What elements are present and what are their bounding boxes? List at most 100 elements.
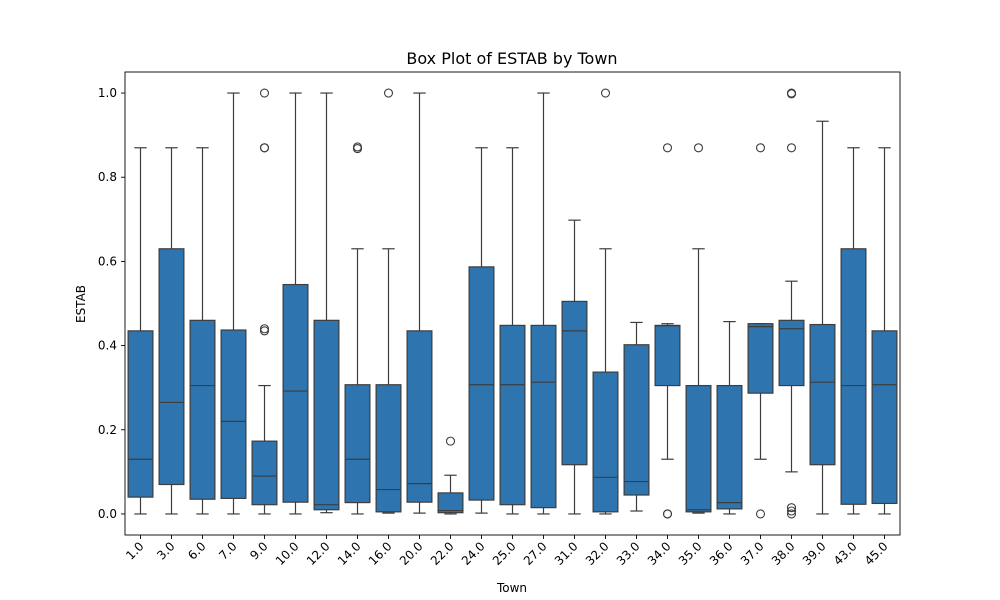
y-tick-label: 0.0 [98, 507, 117, 521]
outlier-point [786, 143, 797, 153]
iqr-box [406, 330, 433, 503]
outlier-point [755, 509, 766, 519]
box-group [189, 147, 216, 515]
box-group [251, 88, 278, 515]
outlier-point [662, 509, 673, 519]
box-group [468, 147, 495, 514]
outlier-point [693, 143, 704, 153]
x-tick-label: 45.0 [862, 539, 891, 568]
box-group [158, 147, 185, 515]
box-group [778, 88, 805, 519]
iqr-box [809, 323, 836, 466]
iqr-box [158, 248, 185, 486]
y-tick-label: 0.6 [98, 254, 117, 268]
box-group [747, 143, 774, 519]
iqr-box [530, 324, 557, 509]
outlier-point [259, 324, 270, 334]
iqr-box [716, 384, 743, 510]
iqr-box [468, 266, 495, 501]
outlier-point [786, 503, 797, 513]
x-tick-label: 10.0 [273, 539, 302, 568]
iqr-box [623, 344, 650, 496]
iqr-box [561, 300, 588, 466]
x-tick-label: 34.0 [645, 539, 674, 568]
outlier-point [445, 436, 456, 446]
iqr-box [220, 329, 247, 499]
iqr-box [313, 319, 340, 511]
box-group [406, 92, 433, 514]
x-tick-label: 38.0 [769, 539, 798, 568]
outlier-point [352, 142, 363, 152]
outlier-point [662, 143, 673, 153]
x-tick-label: 27.0 [521, 539, 550, 568]
box-group [840, 147, 867, 515]
outlier-point [786, 506, 797, 516]
box-group [220, 92, 247, 515]
box-group [499, 147, 526, 515]
box-group [809, 120, 836, 515]
iqr-box [654, 324, 681, 387]
y-tick-label: 0.8 [98, 170, 117, 184]
outlier-point [383, 88, 394, 98]
chart-title: Box Plot of ESTAB by Town [406, 49, 617, 68]
box-group [654, 143, 681, 519]
plot-area [127, 88, 898, 519]
box-group [716, 320, 743, 515]
y-axis-label: ESTAB [74, 285, 88, 323]
x-tick-label: 14.0 [335, 539, 364, 568]
y-tick-label: 1.0 [98, 86, 117, 100]
x-tick-label: 32.0 [583, 539, 612, 568]
iqr-box [344, 384, 371, 504]
x-tick-label: 22.0 [428, 539, 457, 568]
box-group [282, 92, 309, 515]
box-group [437, 436, 464, 515]
box-group [561, 219, 588, 515]
iqr-box [499, 324, 526, 506]
x-axis-label: Town [496, 581, 527, 595]
outlier-point [755, 143, 766, 153]
box-group [685, 143, 712, 514]
box-group [313, 92, 340, 514]
box-group [530, 92, 557, 515]
x-tick-label: 3.0 [154, 539, 177, 562]
outlier-point [786, 88, 797, 98]
box-group [871, 147, 898, 515]
outlier-point [259, 88, 270, 98]
x-tick-label: 12.0 [304, 539, 333, 568]
iqr-box [592, 371, 619, 513]
iqr-box [871, 330, 898, 505]
outlier-point [600, 88, 611, 98]
y-tick-label: 0.4 [98, 339, 117, 353]
x-tick-label: 16.0 [366, 539, 395, 568]
box-group [375, 88, 402, 514]
x-tick-label: 37.0 [738, 539, 767, 568]
x-tick-label: 1.0 [123, 539, 146, 562]
x-tick-label: 6.0 [185, 539, 208, 562]
x-tick-label: 24.0 [459, 539, 488, 568]
x-tick-label: 39.0 [800, 539, 829, 568]
iqr-box [747, 323, 774, 394]
x-tick-label: 33.0 [614, 539, 643, 568]
x-tick-label: 35.0 [676, 539, 705, 568]
box-group [344, 142, 371, 515]
iqr-box [127, 330, 154, 498]
iqr-box [189, 319, 216, 500]
box-group [623, 321, 650, 512]
iqr-box [282, 283, 309, 503]
iqr-box [778, 319, 805, 387]
iqr-box [251, 440, 278, 506]
x-tick-label: 25.0 [490, 539, 519, 568]
x-tick-label: 20.0 [397, 539, 426, 568]
iqr-box [685, 384, 712, 513]
y-tick-label: 0.2 [98, 423, 117, 437]
outlier-point [259, 143, 270, 153]
iqr-box [840, 248, 867, 505]
x-tick-label: 7.0 [216, 539, 239, 562]
iqr-box [375, 384, 402, 513]
outlier-point [786, 509, 797, 519]
x-tick-label: 36.0 [707, 539, 736, 568]
x-tick-label: 43.0 [831, 539, 860, 568]
box-group [592, 88, 619, 515]
